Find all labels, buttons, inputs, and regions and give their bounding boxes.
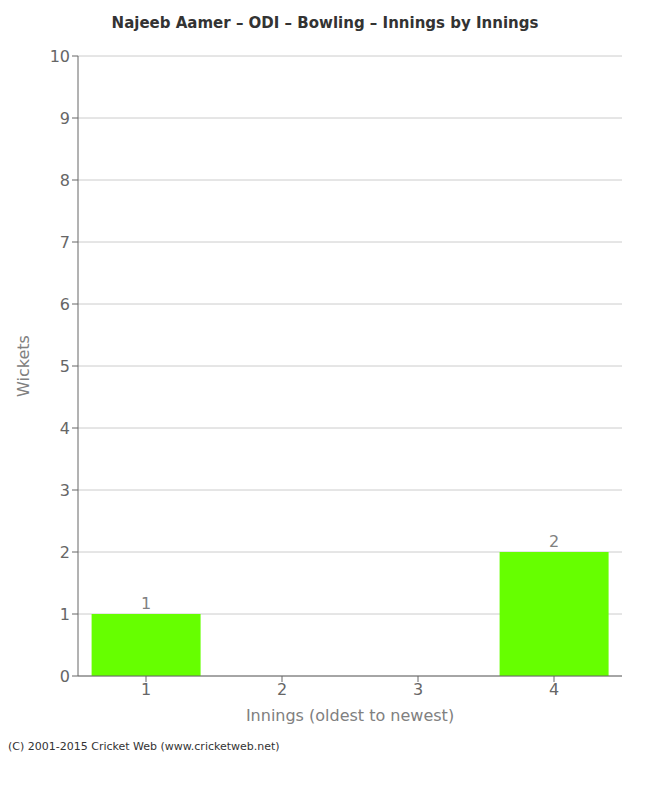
svg-text:3: 3	[60, 481, 70, 500]
svg-text:10: 10	[50, 47, 70, 66]
html-text:(C) 2001-2015 Cricket Web (www: (C) 2001-2015 Cricket Web (www.cricketwe…	[8, 740, 280, 753]
svg-text:7: 7	[60, 233, 70, 252]
svg-text:2: 2	[60, 543, 70, 562]
svg-text:0: 0	[60, 667, 70, 686]
svg-text:1: 1	[60, 605, 70, 624]
svg-text:9: 9	[60, 109, 70, 128]
svg-text:2: 2	[549, 532, 559, 551]
svg-text:1: 1	[141, 680, 151, 699]
svg-text:8: 8	[60, 171, 70, 190]
svg-text:2: 2	[277, 680, 287, 699]
svg-text:1: 1	[141, 594, 151, 613]
svg-text:4: 4	[549, 680, 559, 699]
svg-text:Wickets: Wickets	[14, 335, 33, 397]
svg-text:4: 4	[60, 419, 70, 438]
svg-text:6: 6	[60, 295, 70, 314]
svg-text:5: 5	[60, 357, 70, 376]
svg-text:3: 3	[413, 680, 423, 699]
svg-text:Innings (oldest to newest): Innings (oldest to newest)	[246, 706, 454, 725]
html-text:Najeeb Aamer – ODI – Bowling –: Najeeb Aamer – ODI – Bowling – Innings b…	[111, 14, 539, 32]
